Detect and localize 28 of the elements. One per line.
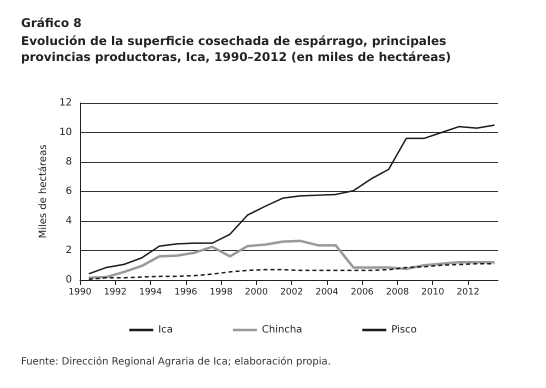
- x-tick-label: 2004: [315, 288, 339, 298]
- legend-label: Pisco: [391, 324, 417, 336]
- x-tick-label: 1992: [104, 288, 127, 298]
- y-tick-label: 8: [66, 156, 72, 168]
- y-tick-label: 4: [66, 216, 72, 226]
- x-tick-label: 2008: [386, 288, 410, 298]
- x-tick-label: 2010: [421, 288, 444, 298]
- x-tick-label: 1996: [174, 288, 198, 298]
- source-note: Fuente: Dirección Regional Agraria de Ica; elaboración propia.: [21, 356, 331, 368]
- legend-label: Ica: [158, 324, 173, 336]
- x-tick-label: 1994: [139, 288, 162, 298]
- x-tick-label: 2000: [244, 288, 268, 298]
- y-axis-title: Miles de hectáreas: [38, 144, 49, 238]
- x-tick-label: 2006: [350, 288, 374, 298]
- x-tick-label: 2002: [280, 288, 304, 298]
- y-tick-label: 10: [59, 127, 72, 138]
- line-series: [88, 124, 496, 275]
- x-tick-label: 1990: [68, 288, 92, 298]
- chart-title: Gráfico 8: [21, 16, 82, 30]
- legend-label: Chincha: [262, 324, 302, 336]
- y-tick-label: 2: [66, 245, 72, 256]
- x-tick-label: 2012: [456, 288, 480, 298]
- chart-subtitle: Evolución de la superficie cosechada de espárrago, principales provincias productoras, Ica, 1990–2012 (en miles de hectáreas): [21, 34, 451, 64]
- line-series: [88, 240, 496, 280]
- y-tick-label: 12: [59, 98, 72, 108]
- x-tick-label: 1998: [210, 288, 233, 298]
- y-tick-label: 6: [66, 186, 72, 197]
- y-tick-label: 0: [66, 274, 72, 286]
